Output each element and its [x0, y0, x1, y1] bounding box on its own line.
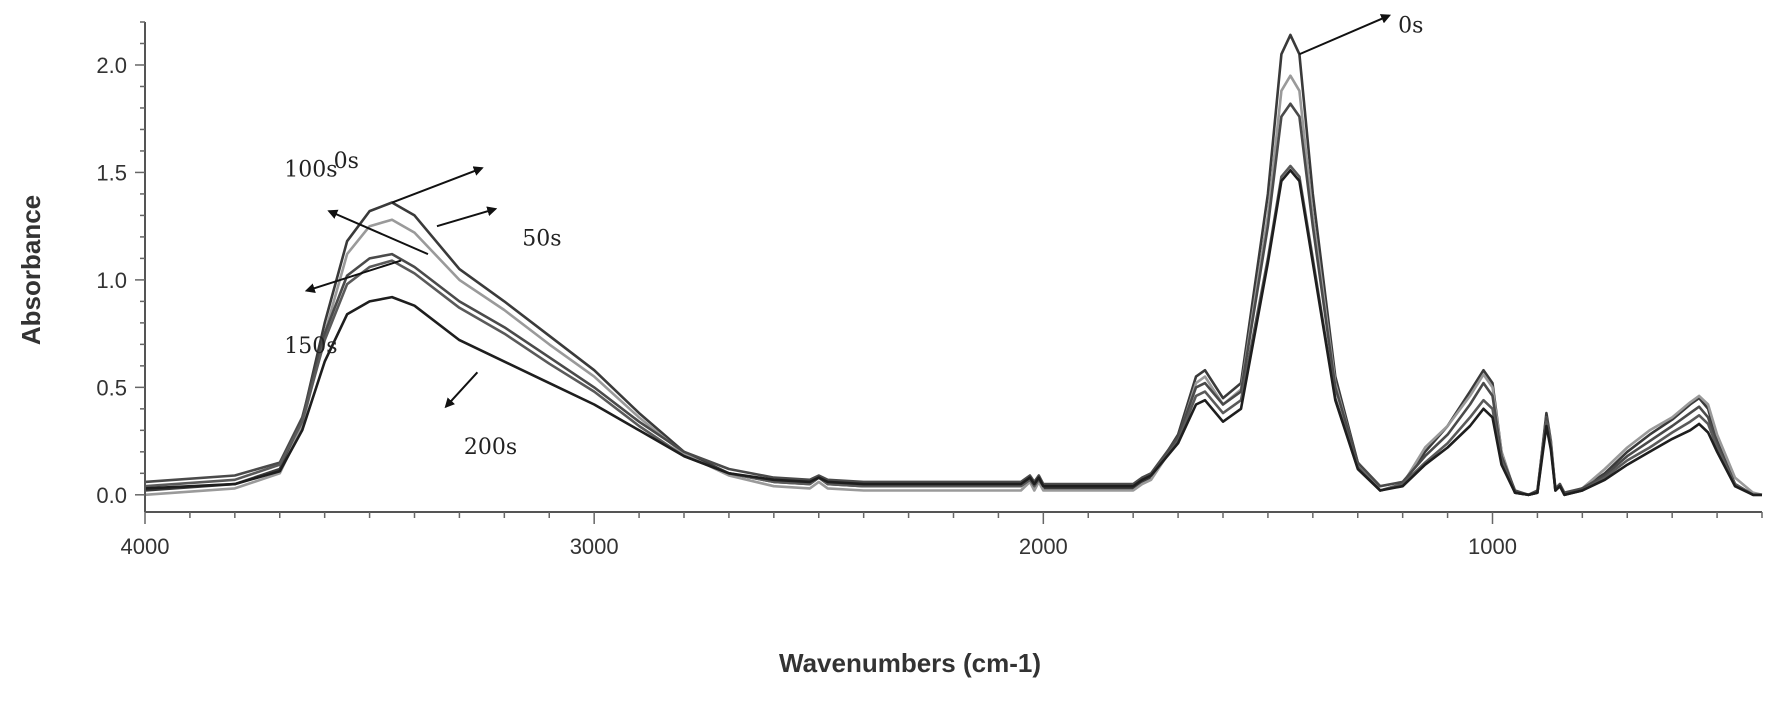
x-tick-label: 4000: [121, 534, 170, 559]
y-axis-ticks: 0.0 0.5 1.0 1.5 2.0: [96, 21, 145, 508]
series-line-100s: [144, 102, 1762, 497]
x-axis-title: Wavenumbers (cm-1): [779, 648, 1041, 678]
annotation-arrow: [391, 166, 484, 204]
x-axis-ticks: 4000 3000 2000 1000: [121, 512, 1763, 559]
y-tick-label: 2.0: [96, 53, 127, 78]
x-tick-label: 1000: [1468, 534, 1517, 559]
annotations-group: 0s 50s 100s 150s 200s 0s: [284, 14, 1423, 460]
annotation-arrow: [444, 371, 479, 409]
y-axis-title: Absorbance: [16, 195, 46, 345]
annotation-label: 100s: [284, 158, 337, 183]
y-tick-label: 0.5: [96, 375, 127, 400]
annotation-arrow: [1298, 14, 1392, 56]
annotation-label: 200s: [464, 435, 517, 460]
x-tick-label: 3000: [570, 534, 619, 559]
series-line-200s: [144, 169, 1762, 497]
annotation-arrow: [304, 259, 402, 293]
annotation-arrow: [327, 209, 429, 256]
annotation-label: 0s: [334, 149, 359, 174]
annotation-label: 50s: [522, 227, 561, 252]
series-line-50s: [144, 74, 1763, 497]
y-tick-label: 1.0: [96, 268, 127, 293]
annotation-label: 0s: [1398, 14, 1423, 39]
annotation-label: 150s: [284, 334, 337, 359]
y-tick-label: 0.0: [96, 483, 127, 508]
series-group: [144, 33, 1763, 497]
annotation-arrow: [436, 206, 498, 228]
x-tick-label: 2000: [1019, 534, 1068, 559]
series-line-150s: [144, 164, 1762, 497]
y-tick-label: 1.5: [96, 160, 127, 185]
